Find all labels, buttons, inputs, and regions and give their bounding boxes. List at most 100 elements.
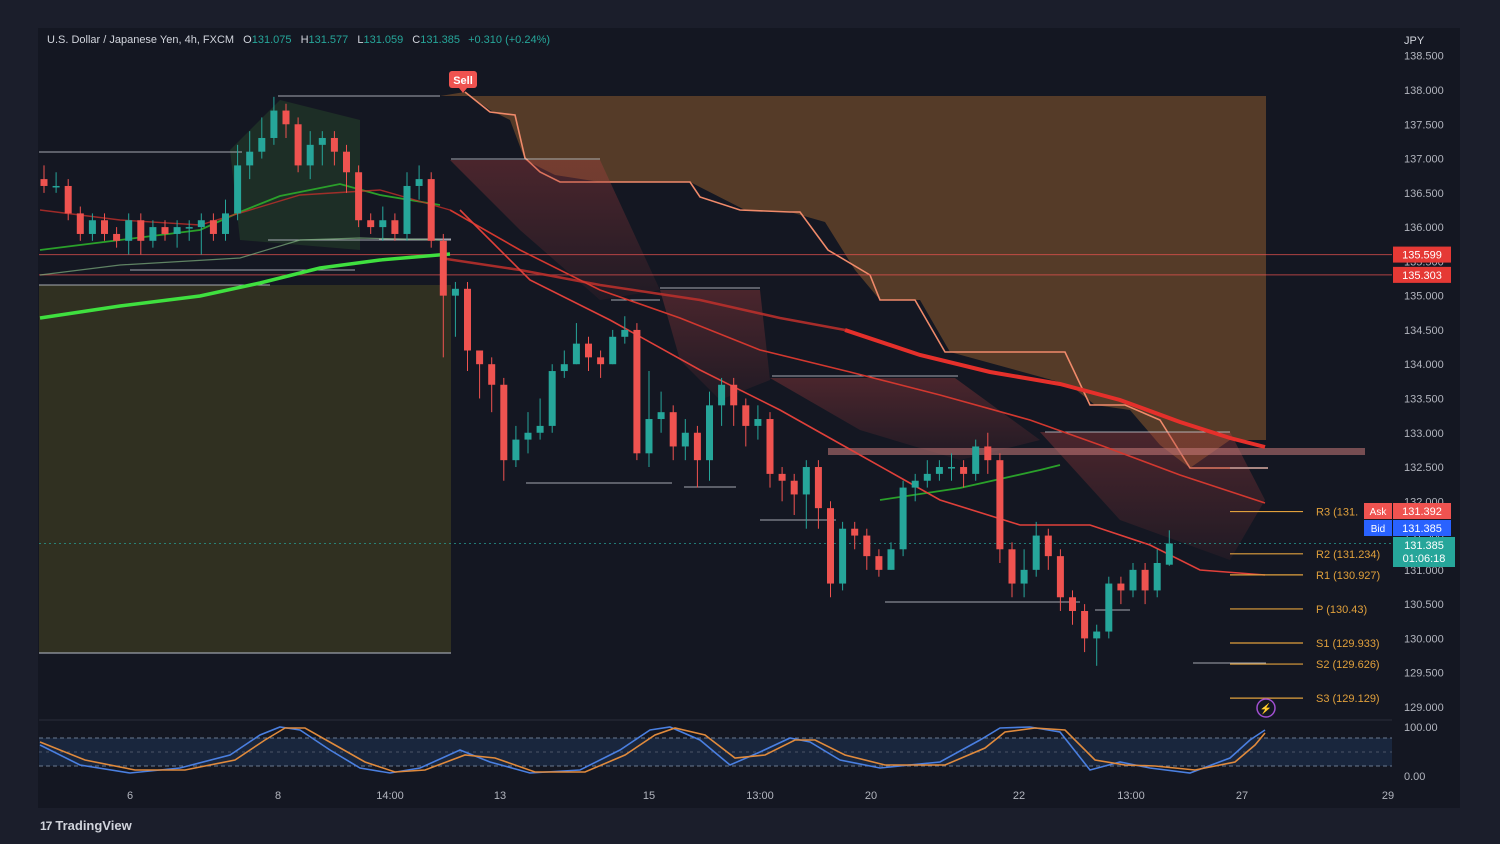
candle-body bbox=[113, 233, 121, 241]
candle-body bbox=[984, 446, 992, 461]
candle-body bbox=[258, 137, 266, 152]
candle-body bbox=[827, 508, 834, 584]
candle-body bbox=[246, 151, 254, 166]
y-tick-label: 131.000 bbox=[1404, 565, 1444, 577]
stoch-level-0: 0.00 bbox=[1404, 771, 1425, 783]
y-tick-label: 138.000 bbox=[1404, 85, 1444, 97]
candle-body bbox=[935, 467, 943, 474]
symbol-title: U.S. Dollar / Japanese Yen, 4h, FXCM bbox=[47, 34, 235, 46]
bid-label: Bid bbox=[1371, 524, 1385, 535]
candle-body bbox=[1056, 556, 1064, 598]
candle-body bbox=[730, 384, 738, 406]
candle-body bbox=[512, 439, 520, 461]
candle-body bbox=[88, 220, 96, 234]
y-tick-label: 136.000 bbox=[1404, 222, 1444, 234]
candle-body bbox=[706, 405, 713, 461]
candle-body bbox=[972, 446, 980, 474]
ema-green-line bbox=[39, 252, 451, 320]
y-tick-label: 135.000 bbox=[1404, 291, 1444, 303]
candle-body bbox=[1020, 569, 1028, 584]
stoch-level-100: 100.00 bbox=[1404, 722, 1438, 734]
candle-body bbox=[76, 213, 84, 234]
candle-body bbox=[391, 220, 399, 234]
ask-label-bg bbox=[1364, 503, 1392, 519]
tradingview-logo-icon: 17 bbox=[40, 819, 52, 833]
y-tick-label: 134.000 bbox=[1404, 359, 1444, 371]
sell-signal-pointer bbox=[459, 88, 467, 93]
ask-label: Ask bbox=[1370, 507, 1388, 518]
supply-cloud bbox=[440, 92, 1266, 468]
candle-body bbox=[476, 350, 484, 365]
bear-wedge-4 bbox=[1040, 432, 1265, 560]
candle-body bbox=[1117, 583, 1125, 591]
ema-red-line-3 bbox=[459, 209, 1266, 576]
candle-body bbox=[173, 227, 181, 234]
candle-body bbox=[1165, 543, 1173, 565]
candle-body bbox=[209, 220, 217, 234]
candle-body bbox=[1093, 631, 1101, 639]
x-tick-label: 15 bbox=[643, 790, 655, 802]
y-tick-label: 129.500 bbox=[1404, 668, 1444, 680]
x-tick-label: 6 bbox=[127, 790, 133, 802]
candle-body bbox=[234, 165, 242, 214]
bid-value: 131.385 bbox=[1402, 523, 1442, 535]
candle-body bbox=[536, 425, 544, 433]
bear-wedge-2 bbox=[660, 290, 770, 400]
candle-body bbox=[1032, 535, 1040, 570]
candle-body bbox=[343, 151, 350, 173]
chart-header: U.S. Dollar / Japanese Yen, 4h, FXCM O13… bbox=[47, 34, 550, 46]
tradingview-brand[interactable]: 17 TradingView bbox=[40, 818, 132, 833]
candle-body bbox=[330, 137, 338, 152]
y-tick-label: 136.500 bbox=[1404, 188, 1444, 200]
candle-body bbox=[270, 110, 278, 138]
candle-body bbox=[427, 179, 435, 241]
candle-body bbox=[609, 336, 617, 365]
candle-body bbox=[40, 179, 48, 186]
candle-body bbox=[1044, 535, 1052, 557]
candle-body bbox=[101, 220, 108, 234]
bear-wedge-3 bbox=[770, 378, 1040, 460]
lightning-glyph: ⚡ bbox=[1260, 702, 1272, 715]
ema-green-fast bbox=[39, 183, 441, 251]
candle-body bbox=[887, 549, 895, 570]
y-tick-label: 130.000 bbox=[1404, 633, 1444, 645]
candle-body bbox=[657, 412, 665, 420]
candle-body bbox=[718, 384, 726, 406]
candle-body bbox=[1105, 583, 1113, 632]
candle-body bbox=[415, 179, 423, 186]
candle-body bbox=[621, 329, 629, 337]
candle-body bbox=[875, 556, 883, 570]
candle-body bbox=[197, 220, 205, 228]
demand-zone bbox=[39, 285, 451, 653]
candle-body bbox=[355, 172, 363, 221]
candle-body bbox=[1129, 569, 1137, 591]
y-tick-label: 137.500 bbox=[1404, 119, 1444, 131]
y-tick-label: 137.000 bbox=[1404, 154, 1444, 166]
candle-body bbox=[839, 528, 847, 584]
bar-countdown: 01:06:18 bbox=[1403, 553, 1446, 565]
candle-body bbox=[403, 185, 411, 234]
price-tag-135599-bg bbox=[1393, 246, 1451, 263]
candle-body bbox=[802, 467, 810, 495]
candle-body bbox=[948, 467, 955, 469]
candle-body bbox=[923, 473, 931, 481]
candle-body bbox=[960, 467, 968, 474]
ema-red-thick-line bbox=[844, 328, 1266, 449]
candle-body bbox=[222, 213, 229, 234]
open-value: 131.075 bbox=[251, 34, 292, 46]
candle-body bbox=[633, 329, 641, 454]
pivot-label: S3 (129.129) bbox=[1316, 693, 1380, 705]
bid-value-bg bbox=[1393, 520, 1451, 536]
ema-red-line-2 bbox=[449, 209, 1266, 504]
candle-body bbox=[64, 185, 72, 214]
x-tick-label: 29 bbox=[1382, 790, 1394, 802]
close-label: C bbox=[412, 34, 421, 46]
open-label: O bbox=[243, 34, 252, 46]
candle-body bbox=[585, 343, 592, 358]
x-tick-label: 13:00 bbox=[746, 790, 774, 802]
candle-body bbox=[52, 185, 60, 188]
x-tick-label: 8 bbox=[275, 790, 281, 802]
candle-body bbox=[911, 480, 919, 488]
candle-body bbox=[851, 528, 859, 536]
